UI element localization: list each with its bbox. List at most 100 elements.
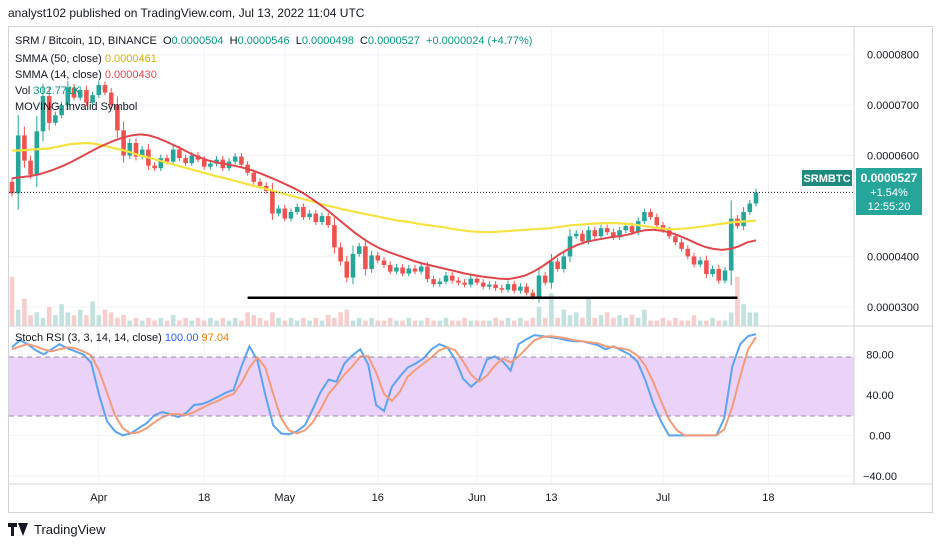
candle-body xyxy=(276,208,281,214)
volume-bar xyxy=(115,317,120,326)
volume-bar xyxy=(177,320,182,326)
volume-bar xyxy=(276,317,281,326)
candle-body xyxy=(555,261,560,270)
legend-smma14: SMMA (14, close) 0.0000430 xyxy=(15,69,157,81)
candle-body xyxy=(319,216,325,223)
volume-bar xyxy=(437,320,443,326)
candle-body xyxy=(350,253,356,278)
time-tick-label: 18 xyxy=(762,492,774,504)
price-tick-label: 0.0000400 xyxy=(867,251,919,263)
legend-high: 0.0000546 xyxy=(237,35,290,47)
volume-bar xyxy=(654,320,660,326)
volume-bar xyxy=(28,315,33,326)
candle-body xyxy=(493,284,498,289)
volume-bar xyxy=(189,320,195,326)
candle-body xyxy=(208,163,213,167)
volume-bar xyxy=(108,312,114,326)
volume-bar xyxy=(313,317,319,326)
volume-bar xyxy=(629,315,635,326)
candle-body xyxy=(400,267,405,274)
time-tick-label: 18 xyxy=(198,492,210,504)
volume-bar xyxy=(146,317,151,326)
volume-bar xyxy=(542,317,548,326)
candle-body xyxy=(257,181,263,186)
candle-body xyxy=(338,247,343,262)
candle-body xyxy=(121,130,126,156)
candle-body xyxy=(177,149,182,159)
volume-bar xyxy=(697,320,703,326)
candle-body xyxy=(431,279,436,285)
volume-bar xyxy=(666,320,672,326)
price-tick-label: 0.0000300 xyxy=(867,302,919,314)
volume-bar xyxy=(164,320,170,326)
volume-bar xyxy=(524,320,529,326)
candle-body xyxy=(561,256,567,270)
candle-body xyxy=(462,282,467,285)
volume-bar xyxy=(499,320,505,326)
candle-body xyxy=(127,142,133,156)
volume-bar xyxy=(325,315,331,326)
candle-body xyxy=(474,278,480,283)
price-tick-label: 0.0000600 xyxy=(867,151,919,163)
time-tick-label: 16 xyxy=(372,492,384,504)
candle-body xyxy=(158,158,164,169)
volume-bar xyxy=(443,317,449,326)
stoch-tick-label: 80.00 xyxy=(866,349,894,361)
candle-body xyxy=(611,232,616,238)
candle-body xyxy=(282,208,288,219)
time-tick-label: May xyxy=(274,492,295,504)
volume-bar xyxy=(214,320,219,326)
candle-body xyxy=(363,246,368,270)
candle-body xyxy=(34,131,40,175)
candle-body xyxy=(654,217,660,226)
time-tick-label: Jun xyxy=(468,492,486,504)
volume-bar xyxy=(270,312,275,326)
volume-bar xyxy=(319,320,325,326)
candle-body xyxy=(394,267,399,272)
legend-open: 0.0000504 xyxy=(171,35,224,47)
volume-bar xyxy=(418,320,424,326)
candle-body xyxy=(722,270,728,281)
candle-body xyxy=(406,268,412,274)
candle-body xyxy=(573,233,579,237)
volume-bar xyxy=(96,315,102,326)
volume-bar xyxy=(394,320,399,326)
volume-bar xyxy=(586,298,591,326)
volume-bar xyxy=(741,304,746,326)
volume-bar xyxy=(511,320,517,326)
price-tick-label: 0.0000700 xyxy=(867,100,919,112)
volume-bar xyxy=(65,312,71,326)
volume-bar xyxy=(635,317,641,326)
volume-bar xyxy=(536,306,542,326)
candle-body xyxy=(369,255,374,270)
volume-bar xyxy=(133,317,139,326)
candle-body xyxy=(201,159,207,167)
publisher-line: analyst102 published on TradingView.com,… xyxy=(8,6,365,20)
volume-bar xyxy=(77,309,83,326)
volume-bar xyxy=(505,317,511,326)
candle-body xyxy=(301,207,306,218)
candle-body xyxy=(685,248,691,257)
volume-bar xyxy=(604,312,610,326)
volume-bar xyxy=(369,317,374,326)
volume-bar xyxy=(257,317,263,326)
volume-bar xyxy=(59,304,64,326)
volume-bar xyxy=(158,317,164,326)
candle-body xyxy=(133,142,139,157)
candle-body xyxy=(59,105,64,116)
footer-brand[interactable]: TradingView xyxy=(8,522,106,537)
volume-bar xyxy=(735,276,740,326)
candle-body xyxy=(747,203,753,213)
volume-bar xyxy=(152,320,157,326)
tradingview-logo-icon xyxy=(8,523,28,536)
candle-body xyxy=(536,275,542,297)
candle-body xyxy=(499,288,505,290)
candle-body xyxy=(673,236,678,243)
volume-bar xyxy=(90,301,95,326)
candle-body xyxy=(716,269,722,281)
legend-change: +0.0000024 (+4.77%) xyxy=(426,35,533,47)
stoch-tick-label: −40.00 xyxy=(863,471,897,483)
candle-body xyxy=(617,230,622,238)
candle-body xyxy=(487,284,492,287)
